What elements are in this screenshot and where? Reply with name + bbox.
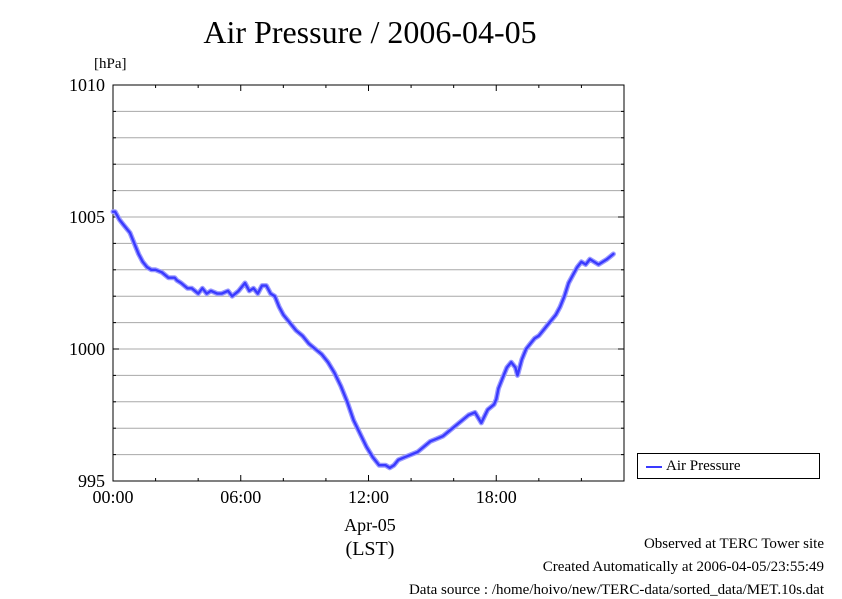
x-tick-label: 06:00 <box>220 487 261 507</box>
x-tick-label: 12:00 <box>348 487 389 507</box>
y-tick-label: 995 <box>78 471 105 491</box>
series-lines <box>110 209 616 471</box>
plot-frame <box>112 84 625 482</box>
gridlines <box>113 110 624 456</box>
legend-label: Air Pressure <box>666 458 741 474</box>
y-tick-label: 1000 <box>69 339 105 359</box>
footer-site: Observed at TERC Tower site <box>643 536 824 552</box>
chart-title: Air Pressure / 2006-04-05 <box>203 14 537 50</box>
footer-source: Data source : /home/hoivo/new/TERC-data/… <box>408 582 824 598</box>
y-tick-label: 1010 <box>69 75 105 95</box>
x-tick-label: 00:00 <box>92 487 133 507</box>
series-line-halo <box>110 209 616 471</box>
legend-swatch <box>646 466 662 468</box>
y-axis-unit-label: [hPa] <box>94 56 127 72</box>
y-tick-label: 1005 <box>69 207 105 227</box>
axis-ticks: 995 1000 1005 1010 00:00 06:00 12:00 18:00 <box>69 75 624 507</box>
x-axis-timezone-label: (LST) <box>345 538 395 560</box>
x-axis-date-label: Apr-05 <box>344 515 396 535</box>
series-line-air-pressure <box>111 210 615 469</box>
x-tick-label: 18:00 <box>476 487 517 507</box>
legend: Air Pressure <box>637 453 820 479</box>
footer-created: Created Automatically at 2006-04-05/23:5… <box>542 559 824 575</box>
